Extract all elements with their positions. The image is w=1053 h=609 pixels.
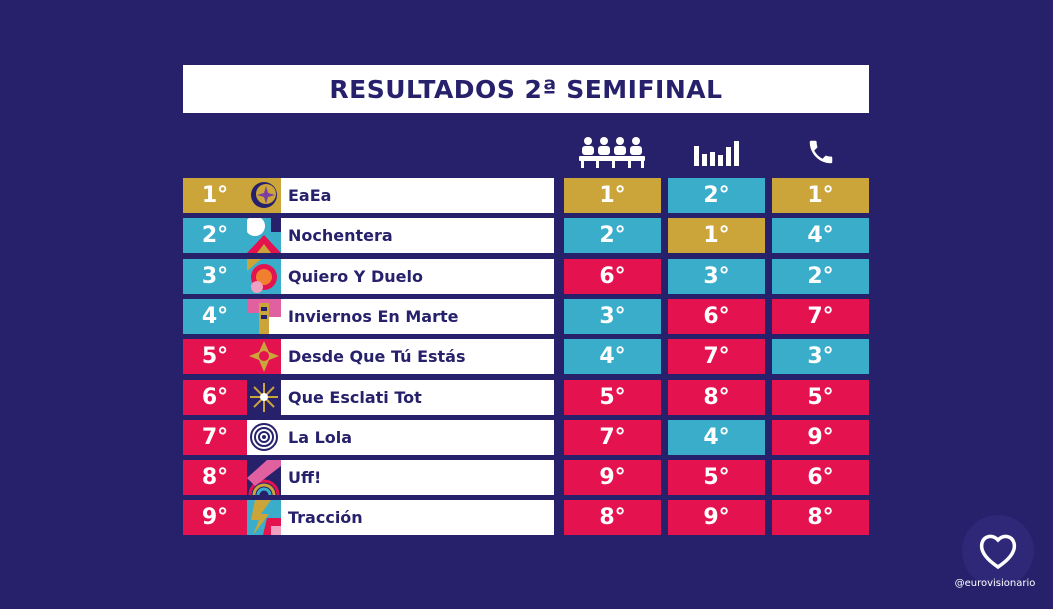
song-artwork-icon [247,298,281,334]
song-artwork-icon [247,178,281,213]
song-name-cell: Desde Que Tú Estás [281,339,554,375]
song-artwork-icon [247,419,281,455]
position-badge: 6° [183,379,247,415]
jury-rank-cell: 5° [564,379,661,415]
position-badge: 5° [183,339,247,375]
table-row: 1° EaEa 1° 2° 1° [183,178,869,213]
poll-rank-cell: 2° [668,178,765,213]
jury-rank-cell: 7° [564,419,661,455]
song-title: Tracción [288,508,363,528]
televote-rank-cell: 9° [772,419,869,455]
song-title: La Lola [288,427,353,447]
song-title: Inviernos En Marte [288,306,459,326]
televote-rank-cell: 2° [772,258,869,294]
poll-rank-cell: 5° [668,460,765,496]
jury-rank-cell: 1° [564,178,661,213]
title-bar: RESULTADOS 2ª SEMIFINAL [183,65,869,113]
poll-rank-cell: 6° [668,298,765,334]
position-badge: 7° [183,419,247,455]
song-name-cell: Nochentera [281,218,554,254]
song-artwork-icon [247,258,281,294]
jury-rank-cell: 9° [564,460,661,496]
song-title: Que Esclati Tot [288,387,422,407]
televote-rank-cell: 1° [772,178,869,213]
jury-rank-cell: 2° [564,218,661,254]
jury-rank-cell: 8° [564,500,661,536]
song-artwork-icon [247,379,281,415]
phone-icon [772,132,869,172]
position-badge: 9° [183,500,247,536]
poll-rank-cell: 1° [668,218,765,254]
televote-rank-cell: 8° [772,500,869,536]
televote-rank-cell: 6° [772,460,869,496]
poll-rank-cell: 9° [668,500,765,536]
song-artwork-icon [247,500,281,536]
poll-rank-cell: 4° [668,419,765,455]
song-title: Uff! [288,468,322,488]
jury-rank-cell: 6° [564,258,661,294]
position-badge: 8° [183,460,247,496]
table-row: 6° Que Esclati Tot 5° 8° 5° [183,379,869,415]
position-badge: 2° [183,218,247,254]
page-title: RESULTADOS 2ª SEMIFINAL [329,74,723,104]
position-badge: 3° [183,258,247,294]
televote-rank-cell: 4° [772,218,869,254]
song-title: Quiero Y Duelo [288,266,423,286]
brand-handle: @eurovisionario [954,578,1036,589]
table-row: 4° Inviernos En Marte 3° 6° 7° [183,298,869,334]
jury-rank-cell: 3° [564,298,661,334]
televote-rank-cell: 3° [772,339,869,375]
jury-rank-cell: 4° [564,339,661,375]
song-artwork-icon [247,218,281,254]
song-title: Desde Que Tú Estás [288,347,466,367]
song-name-cell: Quiero Y Duelo [281,258,554,294]
song-title: Nochentera [288,226,393,246]
televote-rank-cell: 7° [772,298,869,334]
table-row: 8° Uff! 9° 5° 6° [183,460,869,496]
table-row: 9° Tracción 8° 9° 8° [183,500,869,536]
song-title: EaEa [288,186,332,205]
song-artwork-icon [247,339,281,375]
poll-rank-cell: 3° [668,258,765,294]
poll-rank-cell: 7° [668,339,765,375]
position-badge: 1° [183,178,247,213]
song-artwork-icon [247,460,281,496]
table-row: 5° Desde Que Tú Estás 4° 7° 3° [183,339,869,375]
eurovisionario-logo-icon [962,515,1034,587]
song-name-cell: Tracción [281,500,554,536]
table-row: 3° Quiero Y Duelo 6° 3° 2° [183,258,869,294]
song-name-cell: Uff! [281,460,554,496]
televote-rank-cell: 5° [772,379,869,415]
table-row: 7° La Lola 7° 4° 9° [183,419,869,455]
song-name-cell: EaEa [281,178,554,213]
song-name-cell: Que Esclati Tot [281,379,554,415]
song-name-cell: Inviernos En Marte [281,298,554,334]
poll-rank-cell: 8° [668,379,765,415]
demoscopic-poll-icon [668,132,765,172]
jury-icon [564,132,661,172]
position-badge: 4° [183,298,247,334]
song-name-cell: La Lola [281,419,554,455]
table-row: 2° Nochentera 2° 1° 4° [183,218,869,254]
